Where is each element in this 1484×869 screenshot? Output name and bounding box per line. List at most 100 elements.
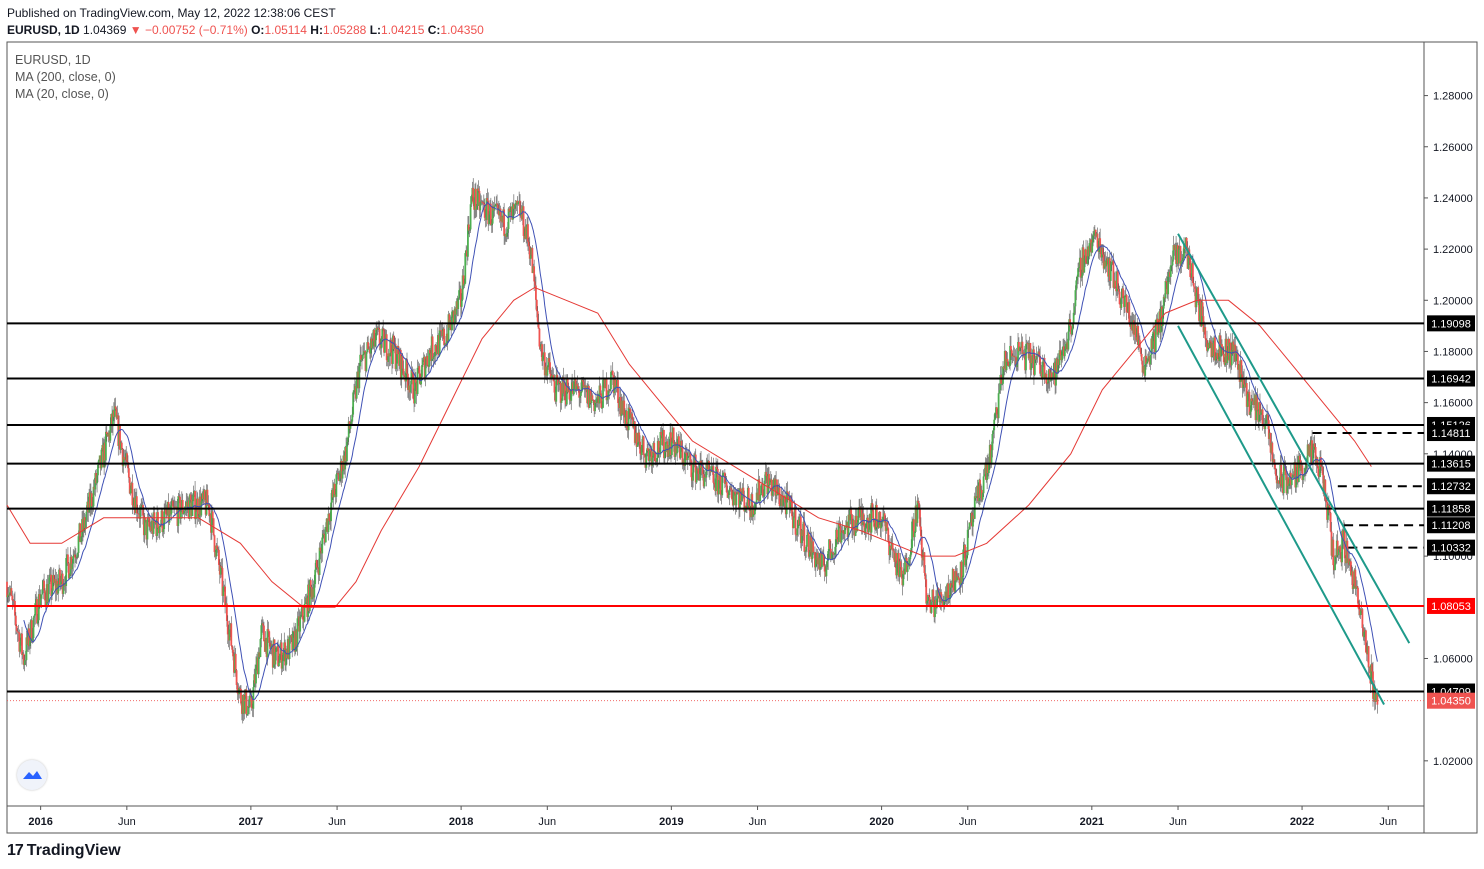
candle-body	[213, 535, 216, 553]
ma200-line[interactable]	[6, 286, 1372, 608]
candle-body	[392, 335, 395, 350]
candle-body	[461, 275, 464, 300]
candle-body	[438, 330, 441, 356]
candle-body	[965, 559, 967, 566]
candle-body	[1317, 466, 1320, 476]
candle-body	[739, 488, 742, 502]
candle-body	[313, 584, 316, 598]
time-tick-label: 2019	[659, 816, 683, 828]
candle-body	[181, 499, 184, 515]
candle-body	[743, 494, 746, 512]
candle-body	[823, 565, 826, 572]
candle-body	[424, 365, 427, 379]
candle-body	[330, 502, 332, 522]
candle-body	[543, 352, 546, 376]
candle-body	[1162, 296, 1165, 309]
candle-body	[867, 523, 870, 533]
candle-body	[827, 551, 830, 561]
candle-body	[575, 383, 578, 391]
candle-body	[410, 369, 413, 385]
candle-body	[1052, 371, 1055, 378]
candle-body	[1295, 475, 1298, 488]
candle-body	[1096, 233, 1099, 248]
legend-symbol[interactable]: EURUSD, 1D	[15, 53, 91, 67]
candle-body	[645, 452, 648, 468]
candle-body	[322, 533, 325, 538]
candle-body	[961, 576, 964, 584]
candle-body	[84, 520, 87, 528]
price-level-badge	[1427, 500, 1475, 517]
candle-body	[44, 590, 46, 601]
legend-ma20[interactable]: MA (20, close, 0)	[15, 87, 109, 101]
candle-body	[341, 471, 344, 479]
candle-body	[927, 595, 929, 601]
candle-body	[1339, 546, 1342, 553]
candle-body	[710, 466, 713, 473]
candle-body	[321, 537, 324, 554]
candle-body	[377, 327, 380, 329]
candle-body	[916, 500, 919, 523]
price-level-badge	[1427, 370, 1475, 387]
channel-trend-line[interactable]	[1177, 325, 1385, 706]
candle-body	[1327, 505, 1330, 507]
candle-body	[203, 490, 206, 501]
candle-body	[13, 600, 15, 602]
candle-body	[1172, 245, 1175, 260]
candle-body	[139, 508, 142, 519]
candle-body	[1337, 549, 1340, 556]
candle-body	[255, 664, 257, 684]
candle-body	[175, 506, 178, 508]
candle-body	[844, 526, 846, 535]
channel-trend-line[interactable]	[1177, 233, 1411, 644]
candle-body	[347, 421, 350, 438]
low-value: 1.04215	[381, 23, 425, 37]
candle-body	[1012, 355, 1015, 358]
candle-body	[533, 266, 536, 282]
candle-body	[266, 629, 269, 658]
candle-body	[1105, 260, 1108, 267]
candle-body	[1329, 512, 1332, 532]
candle-body	[453, 308, 456, 324]
candle-body	[1014, 356, 1017, 358]
candle-body	[37, 620, 39, 624]
tradingview-badge-icon[interactable]	[17, 760, 47, 790]
candle-body	[1288, 483, 1291, 486]
candle-body	[91, 506, 94, 508]
candle-body	[1036, 355, 1039, 357]
candle-body	[385, 334, 388, 361]
candle-body	[1146, 358, 1149, 362]
candle-body	[919, 508, 921, 527]
candle-body	[225, 603, 228, 621]
candle-body	[643, 454, 646, 457]
candle-body	[23, 660, 26, 665]
candle-body	[560, 400, 563, 403]
candle-body	[879, 511, 882, 529]
candle-body	[33, 615, 36, 618]
candle-body	[467, 224, 469, 257]
tradingview-logo[interactable]: 17 TradingView	[7, 842, 121, 860]
down-arrow-icon: ▼	[129, 23, 142, 37]
candle-body	[41, 589, 44, 595]
candles-group	[6, 178, 1379, 724]
axis-layer: 1.28000 1.26000 1.24000 1.22000 1.20000 1.180…	[28, 91, 1475, 828]
candle-body	[353, 390, 355, 393]
candle-body	[803, 521, 806, 552]
candle-body	[475, 206, 478, 210]
candle-body	[477, 188, 480, 191]
candle-body	[361, 354, 364, 359]
candle-body	[301, 606, 304, 620]
candle-body	[507, 208, 510, 229]
candle-body	[880, 521, 883, 529]
candle-body	[280, 642, 283, 669]
legend-ma200[interactable]: MA (200, close, 0)	[15, 70, 116, 84]
candle-body	[928, 596, 931, 605]
candle-body	[1128, 302, 1131, 323]
candle-body	[327, 513, 330, 533]
candle-body	[1261, 409, 1264, 425]
candle-body	[912, 519, 915, 538]
candle-body	[1009, 345, 1011, 366]
candle-body	[1376, 693, 1379, 705]
candle-body	[949, 583, 951, 600]
candle-body	[384, 338, 386, 353]
